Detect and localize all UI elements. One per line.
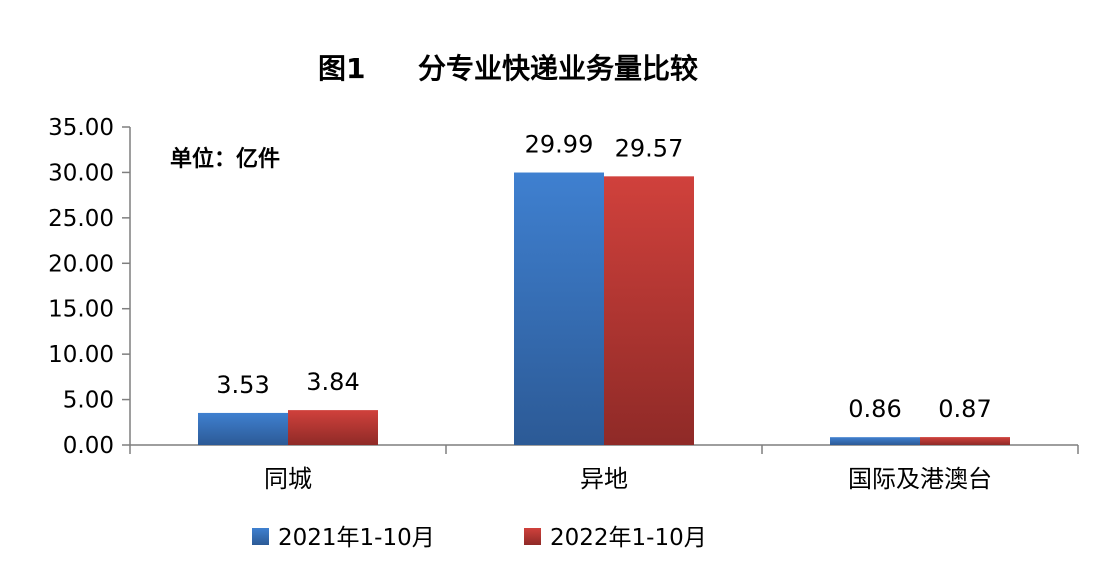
bar-series-2 xyxy=(604,176,694,445)
data-label: 29.57 xyxy=(615,134,684,162)
chart-title: 分专业快递业务量比较 xyxy=(418,52,698,85)
x-axis: 同城 异地 国际及港澳台 xyxy=(129,444,1079,493)
data-label: 29.99 xyxy=(525,131,594,159)
y-tick-label: 20.00 xyxy=(48,251,114,277)
y-axis: 0.00 5.00 10.00 15.00 20.00 25.00 30.00 35.00 xyxy=(48,115,131,459)
legend-swatch-2 xyxy=(524,528,541,545)
bar-series-1 xyxy=(514,172,604,446)
x-category-label: 同城 xyxy=(264,465,312,493)
y-tick-label: 15.00 xyxy=(48,297,114,323)
y-tick-label: 0.00 xyxy=(63,433,114,459)
unit-label: 单位：亿件 xyxy=(170,146,280,172)
y-tick-label: 35.00 xyxy=(48,115,114,141)
bar-series-2 xyxy=(920,437,1010,445)
legend: 2021年1-10月 2022年1-10月 xyxy=(252,525,707,551)
legend-label-1: 2021年1-10月 xyxy=(278,525,435,551)
legend-label-2: 2022年1-10月 xyxy=(550,525,707,551)
y-tick-label: 10.00 xyxy=(48,342,114,368)
data-label: 3.84 xyxy=(306,368,359,396)
data-labels: 3.53 3.84 29.99 29.57 0.86 0.87 xyxy=(216,131,991,424)
legend-swatch-1 xyxy=(252,528,269,545)
data-label: 0.87 xyxy=(938,395,991,423)
chart-title-prefix: 图1 xyxy=(318,52,365,85)
y-tick-label: 5.00 xyxy=(63,388,114,414)
data-label: 3.53 xyxy=(216,371,269,399)
y-tick-label: 30.00 xyxy=(48,160,114,186)
y-tick-label: 25.00 xyxy=(48,206,114,232)
data-label: 0.86 xyxy=(848,395,901,423)
bar-series-1 xyxy=(830,437,920,445)
x-category-label: 异地 xyxy=(580,465,628,493)
bars xyxy=(198,172,1010,446)
x-category-label: 国际及港澳台 xyxy=(848,465,992,493)
bar-series-1 xyxy=(198,412,288,445)
bar-series-2 xyxy=(288,410,378,445)
